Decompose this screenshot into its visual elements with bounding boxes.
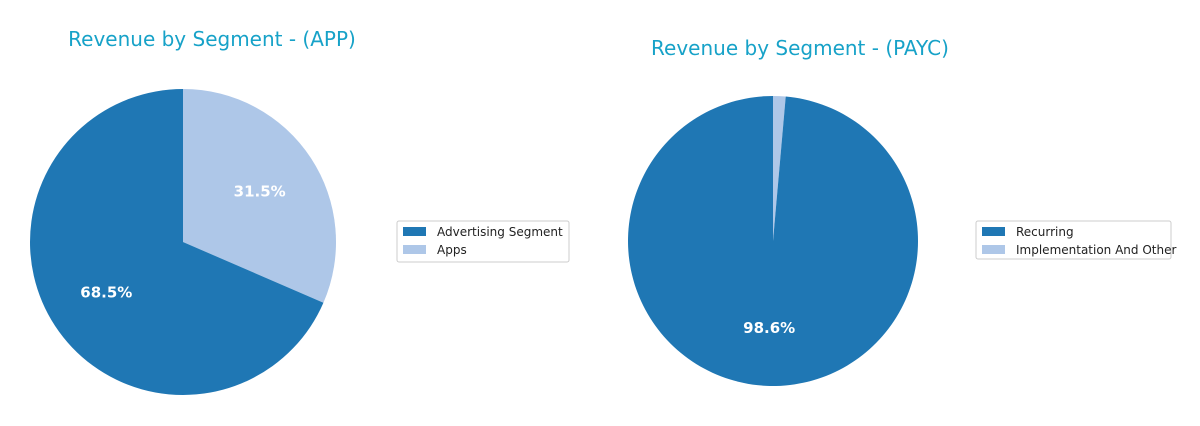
pie-app: 31.5% 68.5%	[30, 89, 337, 395]
pie-label-advertising-segment: 68.5%	[80, 283, 132, 301]
legend-label-advertising-segment: Advertising Segment	[437, 225, 563, 239]
pie-label-recurring: 98.6%	[743, 319, 795, 337]
legend-swatch-advertising-segment	[403, 227, 426, 236]
legend-box	[396, 220, 570, 263]
chart-title-payc: Revenue by Segment - (PAYC)	[651, 36, 949, 60]
pie-slice-apps	[183, 89, 337, 303]
legend-box	[975, 220, 1172, 260]
legend-label-apps: Apps	[437, 243, 467, 257]
pie-slice-implementation-and-other	[773, 95, 786, 241]
pie-slice-advertising-segment	[30, 89, 324, 395]
legend-app: Advertising Segment Apps	[396, 220, 570, 263]
legend-label-implementation-and-other: Implementation And Other	[1016, 243, 1176, 257]
pie-payc: 98.6%	[628, 95, 919, 386]
chart-app: Revenue by Segment - (APP) 31.5% 68.5% Ad…	[30, 27, 570, 395]
pie-slice-recurring	[628, 96, 919, 386]
legend-swatch-recurring	[982, 227, 1005, 236]
pie-label-apps: 31.5%	[234, 183, 286, 201]
chart-title-app: Revenue by Segment - (APP)	[68, 27, 356, 51]
chart-payc: Revenue by Segment - (PAYC) 98.6% Recurr…	[628, 36, 1176, 386]
legend-payc: Recurring Implementation And Other	[975, 220, 1176, 260]
legend-label-recurring: Recurring	[1016, 225, 1074, 239]
legend-swatch-apps	[403, 245, 426, 254]
legend-swatch-implementation-and-other	[982, 245, 1005, 254]
